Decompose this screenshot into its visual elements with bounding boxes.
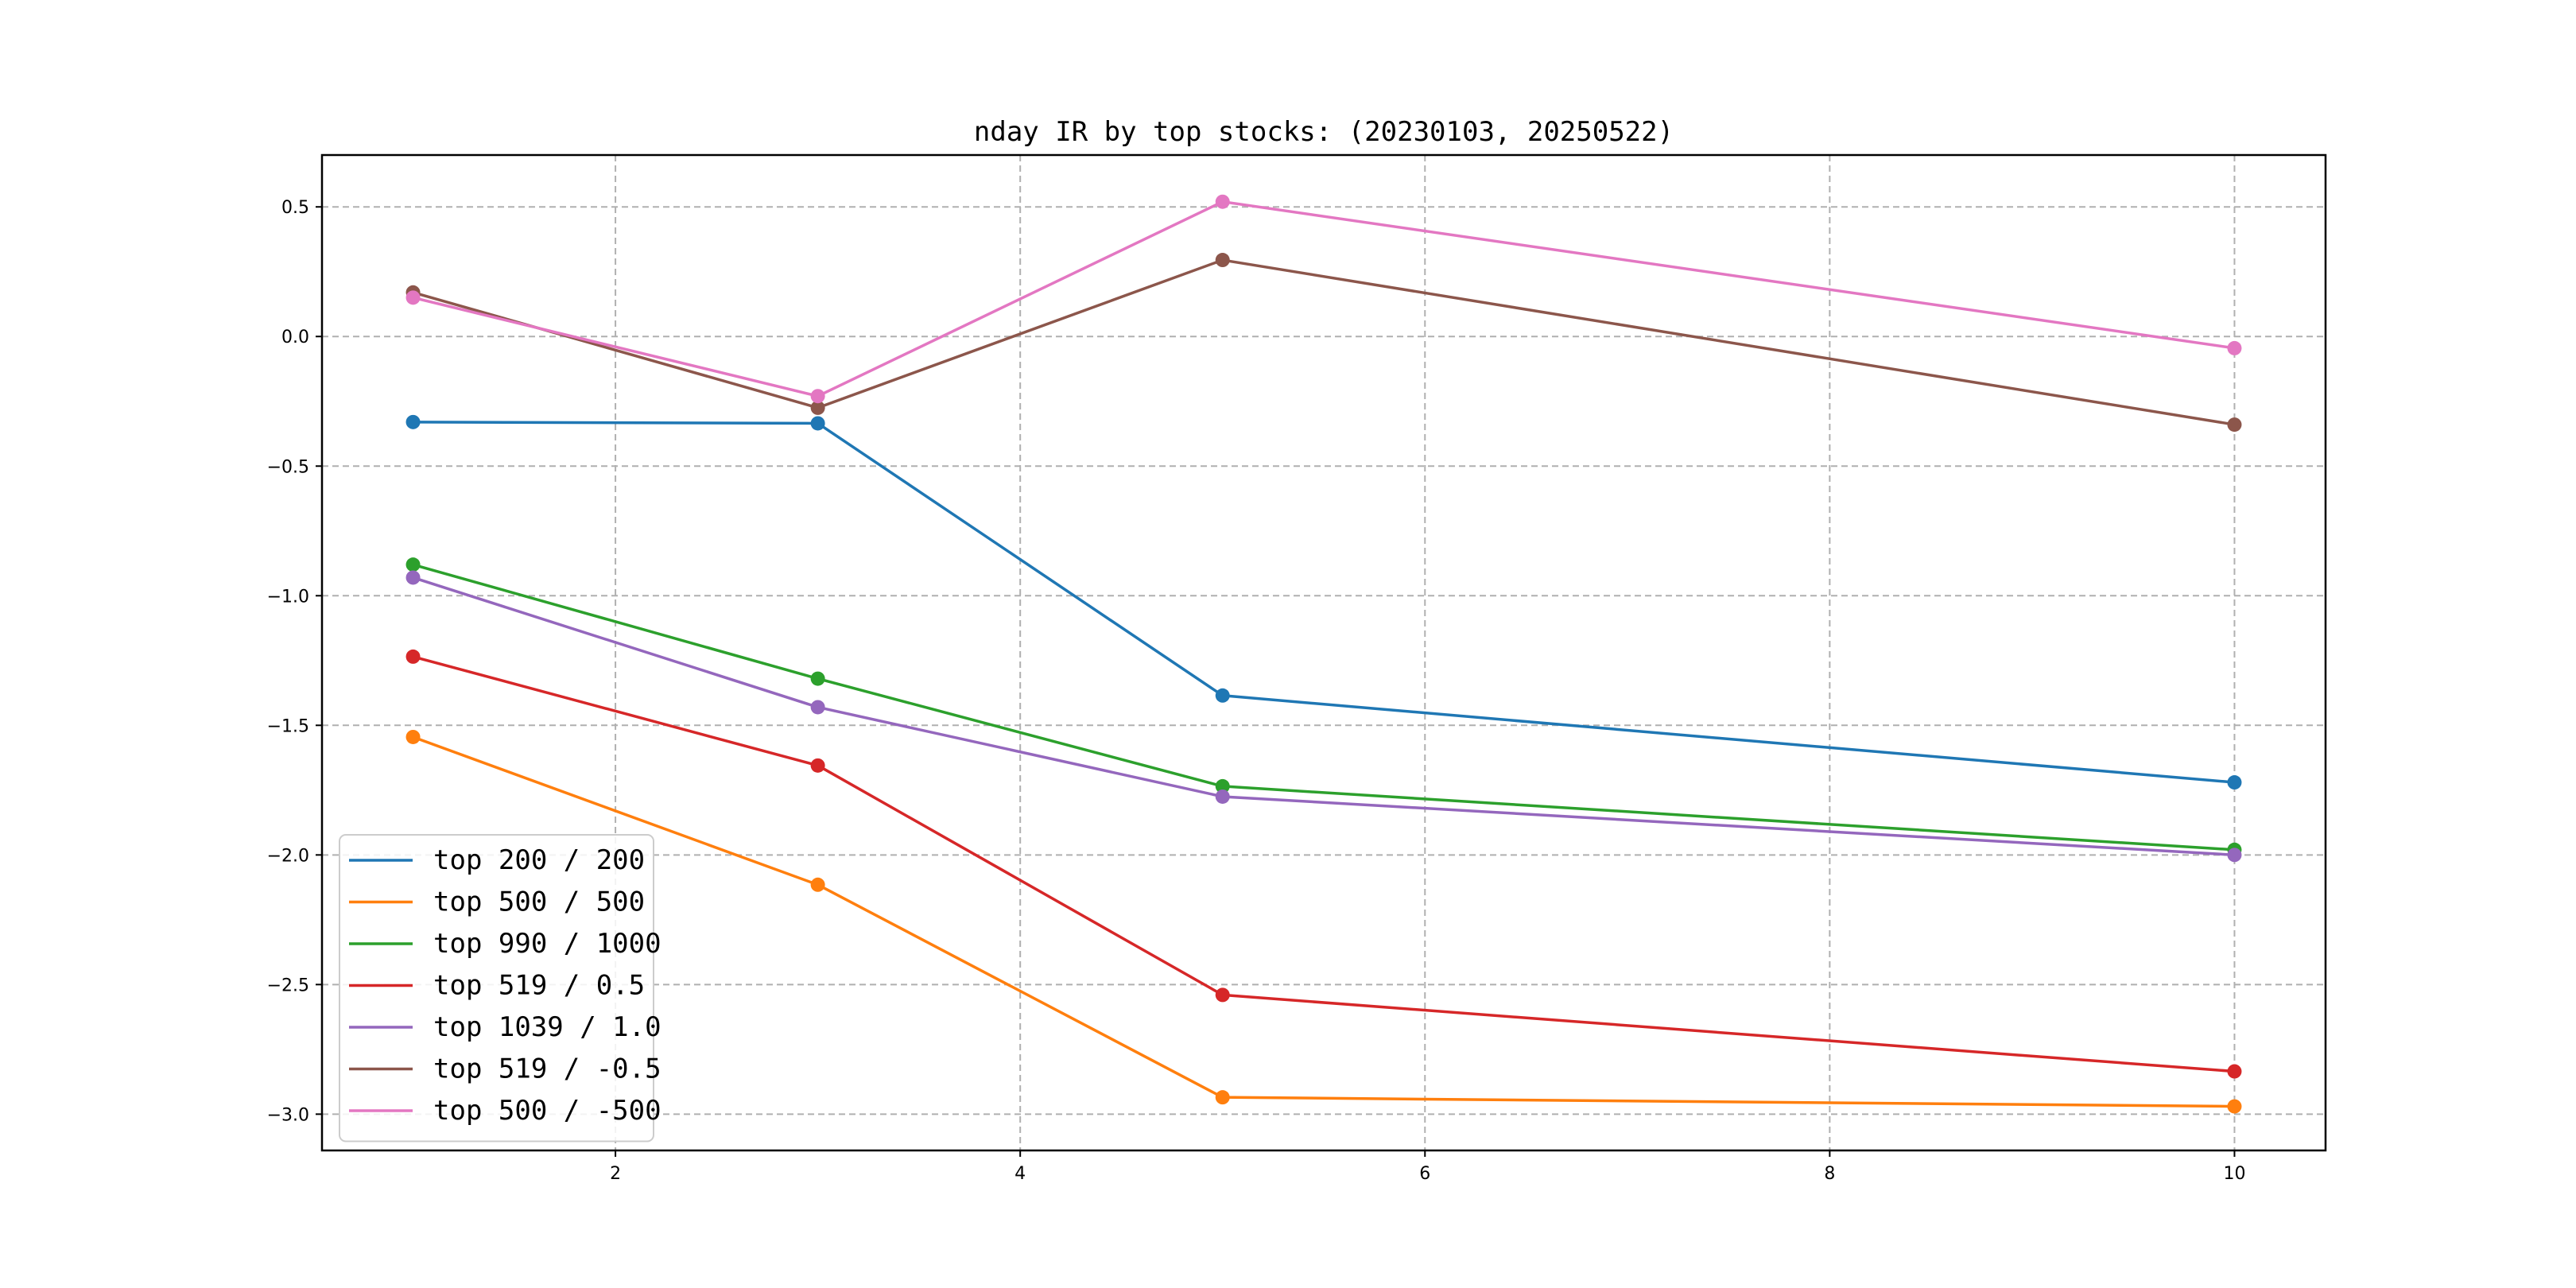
series-5 (405, 570, 2242, 863)
data-point (2227, 417, 2242, 433)
data-point (810, 400, 825, 415)
series-line (413, 576, 2235, 857)
data-point (2227, 848, 2242, 863)
series-2 (405, 729, 2242, 1114)
data-point (1215, 1090, 1230, 1105)
data-point (1215, 688, 1230, 703)
data-point (405, 570, 421, 585)
data-point (405, 290, 421, 305)
data-point (2227, 340, 2242, 355)
legend-box (339, 834, 654, 1143)
data-point (405, 414, 421, 429)
data-point (810, 416, 825, 431)
data-point (810, 758, 825, 773)
data-point (2227, 1064, 2242, 1079)
data-point (810, 700, 825, 715)
data-point (1215, 778, 1230, 793)
series-line (413, 258, 2235, 426)
data-point (1215, 789, 1230, 804)
grid (322, 155, 2326, 1150)
data-point (405, 649, 421, 664)
data-point (810, 671, 825, 686)
y-tick-label: 0.0 (281, 328, 309, 347)
series-line (413, 200, 2235, 398)
legend-label: top 500 / 500 (433, 886, 645, 918)
legend-label: top 1039 / 1.0 (433, 1011, 661, 1043)
y-tick-label: −2.0 (267, 846, 309, 866)
y-tick-label: −0.5 (267, 457, 309, 477)
y-tick-label: −1.0 (267, 587, 309, 607)
data-point (810, 389, 825, 404)
data-point (405, 729, 421, 744)
legend: top 200 / 200 top 500 / 500 top 990 / 1000… (339, 834, 661, 1143)
legend-label: top 519 / -0.5 (433, 1053, 661, 1085)
series-4 (405, 649, 2242, 1079)
y-tick-label: −1.5 (267, 716, 309, 736)
legend-label: top 200 / 200 (433, 844, 645, 876)
x-tick-label: 10 (2223, 1164, 2245, 1184)
legend-label: top 519 / 0.5 (433, 970, 645, 1002)
axis-ticks: 2 4 6 8 10 0.5 0.0 −0.5 −1.0 −1.5 −2.0 −2.5 −3.0 (267, 198, 2246, 1184)
series-line (413, 655, 2235, 1073)
series-line (413, 563, 2235, 852)
data-point (1215, 987, 1230, 1003)
data-point (1215, 194, 1230, 209)
data-point (405, 557, 421, 572)
y-tick-label: 0.5 (281, 198, 309, 218)
series-1 (405, 414, 2242, 790)
data-point (2227, 1099, 2242, 1114)
legend-label: top 990 / 1000 (433, 928, 661, 960)
plot-frame (320, 153, 2327, 1152)
series-7 (405, 194, 2242, 404)
chart-title: nday IR by top stocks: (20230103, 202505… (974, 116, 1674, 148)
series-lines (405, 194, 2242, 1114)
series-line (413, 421, 2235, 784)
data-point (2227, 775, 2242, 790)
x-tick-label: 4 (1014, 1164, 1026, 1184)
x-tick-label: 8 (1824, 1164, 1835, 1184)
data-point (810, 877, 825, 892)
data-point (1215, 253, 1230, 268)
y-tick-label: −2.5 (267, 976, 309, 995)
x-tick-label: 2 (610, 1164, 621, 1184)
y-tick-label: −3.0 (267, 1105, 309, 1125)
series-line (412, 735, 2235, 1108)
x-tick-label: 6 (1419, 1164, 1430, 1184)
legend-label: top 500 / -500 (433, 1095, 661, 1127)
